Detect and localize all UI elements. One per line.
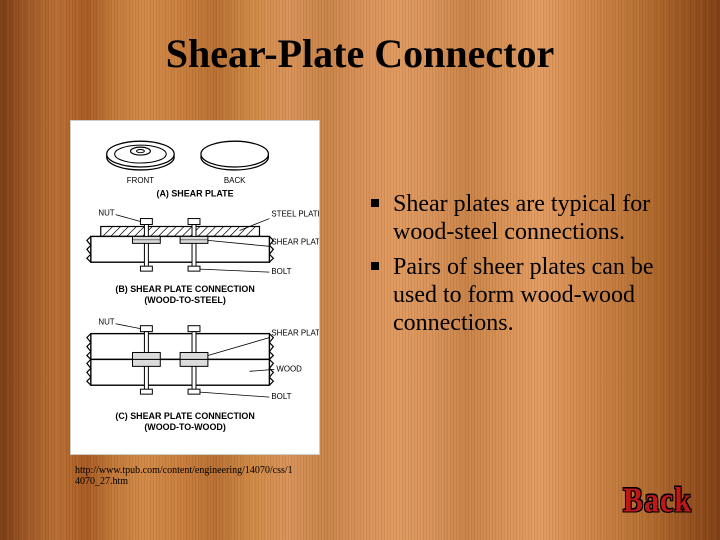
b-steel-label: STEEL PLATE (271, 210, 319, 219)
page-title: Shear-Plate Connector (0, 30, 720, 77)
b-bolt-label: BOLT (271, 267, 291, 276)
b-nut-label: NUT (98, 209, 114, 218)
panel-b: NUT STEEL PLATE SHEAR PLATE BOLT (B) SHE… (87, 209, 319, 305)
citation-text: http://www.tpub.com/content/engineering/… (75, 465, 295, 487)
panel-a-caption: (A) SHEAR PLATE (156, 189, 233, 199)
c-shear-label: SHEAR PLATE (271, 329, 319, 338)
bullet-list: Shear plates are typical for wood-steel … (365, 190, 695, 344)
panel-c-caption-2: (WOOD-TO-WOOD) (144, 422, 225, 432)
c-nut-label: NUT (98, 318, 114, 327)
bullet-text: Pairs of sheer plates can be used to for… (393, 254, 654, 337)
shear-plate-figure: FRONT BACK (A) SHEAR PLATE (70, 120, 320, 455)
panel-a: FRONT BACK (A) SHEAR PLATE (107, 141, 269, 199)
panel-c: NUT SHEAR PLATE WOOD BOLT (C) SHEAR PLAT… (87, 318, 319, 432)
front-label: FRONT (127, 176, 154, 185)
bullet-text: Shear plates are typical for wood-steel … (393, 191, 650, 245)
panel-b-caption-2: (WOOD-TO-STEEL) (144, 295, 225, 305)
list-item: Pairs of sheer plates can be used to for… (365, 253, 695, 338)
figure-svg: FRONT BACK (A) SHEAR PLATE (71, 121, 319, 454)
c-wood-label: WOOD (276, 364, 302, 373)
c-bolt-label: BOLT (271, 392, 291, 401)
back-label: BACK (224, 176, 246, 185)
panel-c-caption-1: (C) SHEAR PLATE CONNECTION (115, 411, 254, 421)
b-shear-label: SHEAR PLATE (271, 237, 319, 246)
back-button[interactable]: Back (623, 481, 692, 520)
panel-b-caption-1: (B) SHEAR PLATE CONNECTION (115, 284, 254, 294)
slide: Shear-Plate Connector FRONT BACK (A) SHE… (0, 0, 720, 540)
list-item: Shear plates are typical for wood-steel … (365, 190, 695, 247)
